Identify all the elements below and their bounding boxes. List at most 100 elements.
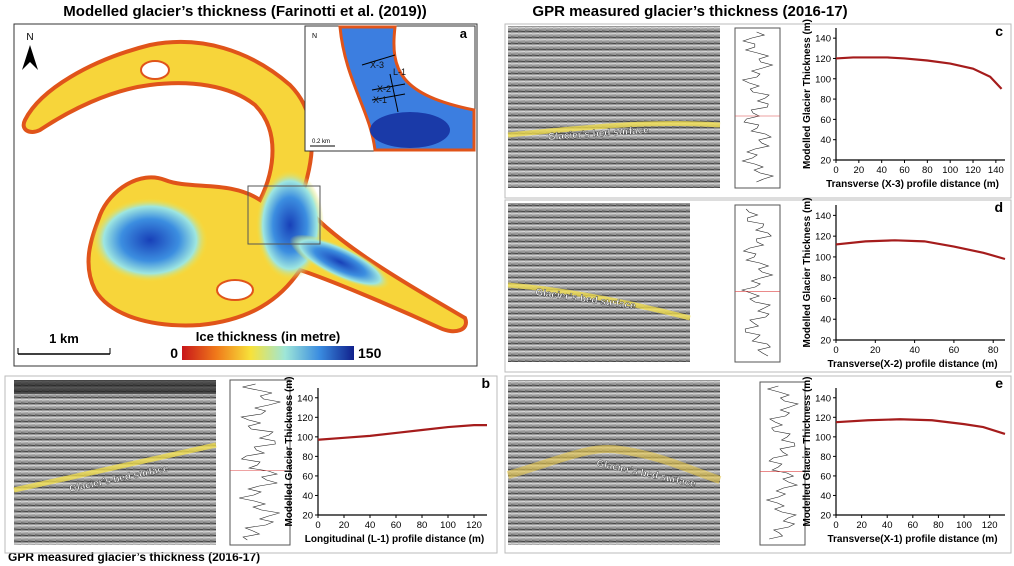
- x-axis-title: Transverse(X-2) profile distance (m): [827, 359, 997, 370]
- x-tick-label: 100: [942, 165, 958, 176]
- panel-frame: [504, 23, 1012, 199]
- x-tick-label: 60: [908, 520, 919, 531]
- trace-box: [734, 204, 781, 363]
- x-tick-label: 40: [909, 345, 920, 356]
- x-tick-label: 100: [956, 520, 972, 531]
- x-axis-title: Transverse(X-1) profile distance (m): [827, 534, 997, 545]
- panel-frame: [504, 375, 1012, 554]
- gpr-title: GPR measured glacier’s thickness (2016-1…: [8, 550, 260, 564]
- x-tick-label: 80: [988, 345, 999, 356]
- y-tick-label: 40: [820, 135, 831, 146]
- trace: [765, 385, 799, 540]
- x-tick-label: 0: [833, 345, 838, 356]
- bed-surface: [507, 120, 721, 138]
- scale-label: 1 km: [49, 331, 79, 346]
- colorbar: [182, 346, 354, 360]
- profile-line: [389, 73, 399, 113]
- y-tick-label: 40: [820, 315, 831, 326]
- x-tick-label: 0: [833, 165, 838, 176]
- radargram: [14, 380, 216, 545]
- x-tick-label: 60: [949, 345, 960, 356]
- y-tick-label: 120: [815, 413, 831, 424]
- y-axis-title: Modelled Glacier Thickness (m): [802, 19, 813, 169]
- x-tick-label: 60: [391, 520, 402, 531]
- colorbar-title: Ice thickness (in metre): [196, 329, 341, 344]
- x-tick-label: 140: [988, 165, 1004, 176]
- north-arrow: [22, 45, 38, 70]
- x-tick-label: 40: [882, 520, 893, 531]
- panel-label: e: [995, 375, 1003, 391]
- trace-box: [229, 379, 291, 546]
- y-tick-label: 60: [302, 471, 313, 482]
- x-tick-label: 0: [315, 520, 320, 531]
- bed-surface: [507, 282, 691, 321]
- x-tick-label: 120: [466, 520, 482, 531]
- y-tick-label: 120: [815, 54, 831, 65]
- y-tick-label: 80: [820, 452, 831, 463]
- y-tick-label: 120: [815, 232, 831, 243]
- nunatak: [140, 60, 170, 80]
- y-axis-title: Modelled Glacier Thickness (m): [802, 376, 813, 526]
- x-tick-label: 20: [339, 520, 350, 531]
- trace-box: [734, 27, 781, 189]
- y-axis-title: Modelled Glacier Thickness (m): [284, 376, 295, 526]
- bed-surface: [506, 445, 722, 484]
- panel-label: b: [481, 375, 490, 391]
- y-tick-label: 60: [820, 471, 831, 482]
- profile-label: X-1: [373, 95, 387, 105]
- radargram: [508, 26, 720, 188]
- x-tick-label: 20: [870, 345, 881, 356]
- profile-label: X-2: [377, 84, 391, 94]
- scale-label: 0.2 km: [312, 139, 330, 145]
- panel-label: a: [460, 26, 468, 41]
- map-title: Modelled glacier’s thickness (Farinotti …: [63, 3, 426, 20]
- y-tick-label: 20: [820, 336, 831, 347]
- y-tick-label: 100: [297, 432, 313, 443]
- profile-line: [371, 93, 406, 101]
- y-tick-label: 80: [820, 273, 831, 284]
- chart-bg: [836, 205, 1005, 340]
- colorbar-min: 0: [170, 345, 178, 361]
- x-tick-label: 20: [854, 165, 865, 176]
- y-tick-label: 140: [297, 393, 313, 404]
- x-tick-label: 20: [856, 520, 867, 531]
- data-line: [835, 418, 1006, 435]
- profile-label: X-3: [370, 60, 384, 70]
- x-axis-title: Transverse (X-3) profile distance (m): [826, 179, 999, 190]
- thickness-zone: [92, 198, 208, 282]
- traces: [229, 27, 806, 546]
- y-tick-label: 100: [815, 252, 831, 263]
- y-axis-title: Modelled Glacier Thickness (m): [802, 197, 813, 347]
- charts: 0 20 40 60 80 100 12020406080100120140Longitud…: [284, 19, 1006, 545]
- profile-line: [371, 83, 406, 91]
- x-tick-label: 80: [922, 165, 933, 176]
- x-axis-title: Longitudinal (L-1) profile distance (m): [305, 534, 484, 545]
- x-tick-label: 120: [982, 520, 998, 531]
- x-tick-label: 80: [417, 520, 428, 531]
- trace: [239, 383, 281, 541]
- thickness-zone: [370, 112, 450, 148]
- data-line: [835, 239, 1006, 261]
- y-tick-label: 40: [302, 491, 313, 502]
- panel-frame: [4, 375, 498, 554]
- x-tick-label: 100: [440, 520, 456, 531]
- y-tick-label: 20: [820, 511, 831, 522]
- panel-label: d: [994, 199, 1003, 215]
- y-tick-label: 100: [815, 74, 831, 85]
- y-tick-label: 140: [815, 34, 831, 45]
- y-tick-label: 100: [815, 432, 831, 443]
- y-tick-label: 20: [820, 156, 831, 167]
- thickness-zone: [289, 234, 391, 290]
- gpr-title: GPR measured glacier’s thickness (2016-1…: [532, 3, 847, 20]
- chart-bg: [836, 28, 1005, 160]
- trace-box: [759, 381, 806, 546]
- y-tick-label: 140: [815, 211, 831, 222]
- trace: [741, 31, 775, 183]
- trace: [741, 208, 774, 357]
- x-tick-label: 120: [965, 165, 981, 176]
- y-tick-label: 120: [297, 413, 313, 424]
- radargram-band: [14, 380, 216, 394]
- y-tick-label: 140: [815, 393, 831, 404]
- bed-surface: [13, 442, 217, 493]
